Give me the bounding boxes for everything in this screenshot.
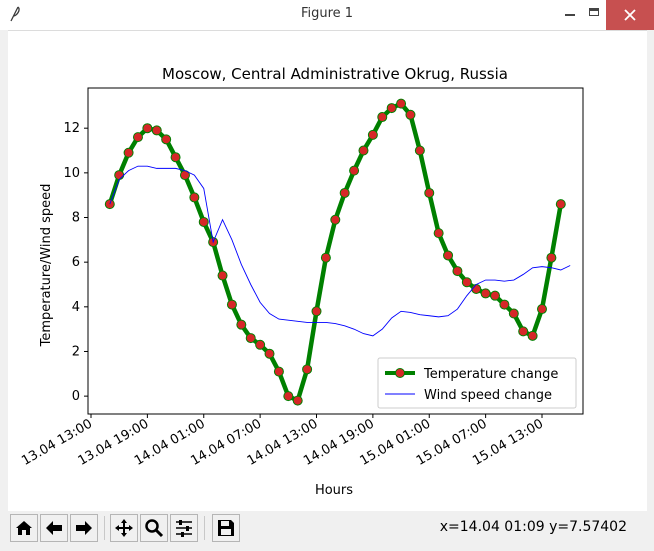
configure-subplots-button[interactable] <box>170 514 198 542</box>
temperature-point <box>518 326 529 337</box>
temperature-point <box>170 152 181 163</box>
close-button[interactable] <box>606 0 654 30</box>
home-button[interactable] <box>10 514 38 542</box>
title-bar: Figure 1 <box>0 0 654 31</box>
window-frame-bottom <box>0 545 654 551</box>
minimize-button[interactable] <box>556 0 586 30</box>
forward-button[interactable] <box>70 514 98 542</box>
temperature-point <box>527 330 538 341</box>
arrow-right-icon <box>76 521 92 535</box>
y-tick-label: 4 <box>72 300 80 315</box>
temperature-point <box>555 199 566 210</box>
window-frame-left <box>0 30 8 551</box>
temperature-point <box>452 266 463 277</box>
back-button[interactable] <box>40 514 68 542</box>
temperature-point <box>311 306 322 317</box>
series-line-wind <box>109 165 571 337</box>
temperature-point <box>245 333 256 344</box>
legend-label-wind: Wind speed change <box>424 388 552 403</box>
series-line-temperature <box>107 101 564 403</box>
arrow-left-icon <box>46 521 62 535</box>
chart-title: Moscow, Central Administrative Okrug, Ru… <box>162 65 508 83</box>
temperature-point <box>320 252 331 263</box>
temperature-point <box>508 308 519 319</box>
temperature-point <box>443 250 454 261</box>
y-tick-label: 2 <box>72 344 80 359</box>
toolbar-separator <box>204 516 205 540</box>
temperature-point <box>396 98 407 109</box>
temperature-point <box>471 283 482 294</box>
temperature-point <box>283 391 294 402</box>
legend-marker-temperature <box>395 368 405 378</box>
temperature-point <box>433 228 444 239</box>
temperature-point <box>273 366 284 377</box>
zoom-button[interactable] <box>140 514 168 542</box>
temperature-point <box>349 165 360 176</box>
temperature-point <box>292 395 303 406</box>
temperature-point <box>405 109 416 120</box>
temperature-point <box>490 290 501 301</box>
window-title: Figure 1 <box>300 6 354 21</box>
temperature-point <box>189 192 200 203</box>
temperature-point <box>161 134 172 145</box>
temperature-point <box>358 145 369 156</box>
y-tick-label: 0 <box>72 389 80 404</box>
toolbar-separator <box>104 516 105 540</box>
temperature-point <box>264 348 275 359</box>
temperature-point <box>123 147 134 158</box>
temperature-point <box>198 216 209 227</box>
y-tick-label: 12 <box>63 121 80 136</box>
line-chart[interactable]: Moscow, Central Administrative Okrug, Ru… <box>8 31 647 509</box>
chart-legend: Temperature change Wind speed change <box>377 357 577 409</box>
legend-label-temperature: Temperature change <box>423 367 558 382</box>
temperature-point <box>142 123 153 134</box>
maximize-button[interactable] <box>580 0 610 30</box>
temperature-point <box>132 132 143 143</box>
close-icon <box>624 9 636 21</box>
temperature-point <box>330 214 341 225</box>
y-tick-label: 6 <box>72 255 80 270</box>
home-icon <box>16 521 32 535</box>
temperature-point <box>480 288 491 299</box>
magnifier-icon <box>145 519 164 538</box>
temperature-point <box>461 277 472 288</box>
temperature-point <box>424 187 435 198</box>
temperature-point <box>414 145 425 156</box>
pan-button[interactable] <box>110 514 138 542</box>
y-tick-label: 10 <box>63 166 80 181</box>
temperature-point <box>367 129 378 140</box>
temperature-point <box>217 270 228 281</box>
temperature-point <box>499 299 510 310</box>
plot-area-frame <box>87 87 584 415</box>
temperature-point <box>537 304 547 315</box>
temperature-point <box>255 339 266 350</box>
move-icon <box>115 519 133 537</box>
temperature-point <box>546 252 557 263</box>
temperature-point <box>302 364 313 375</box>
temperature-point <box>386 103 397 114</box>
navigation-toolbar: x=14.04 01:09 y=7.57402 <box>8 511 647 545</box>
temperature-point <box>151 125 162 136</box>
temperature-point <box>377 112 388 123</box>
y-tick-label: 8 <box>72 211 80 226</box>
figure-canvas[interactable]: Moscow, Central Administrative Okrug, Ru… <box>8 31 647 509</box>
temperature-point <box>114 170 125 181</box>
window-frame-right <box>647 30 654 551</box>
floppy-disk-icon <box>218 520 234 536</box>
temperature-point <box>236 319 247 330</box>
temperature-point <box>226 299 237 310</box>
save-button[interactable] <box>212 514 240 542</box>
sliders-icon <box>176 520 192 537</box>
y-axis-label: Temperature/Wind speed <box>39 184 54 348</box>
cursor-coordinates: x=14.04 01:09 y=7.57402 <box>439 519 627 535</box>
x-axis-label: Hours <box>315 483 353 498</box>
temperature-point <box>339 187 350 198</box>
feather-icon <box>8 5 24 23</box>
